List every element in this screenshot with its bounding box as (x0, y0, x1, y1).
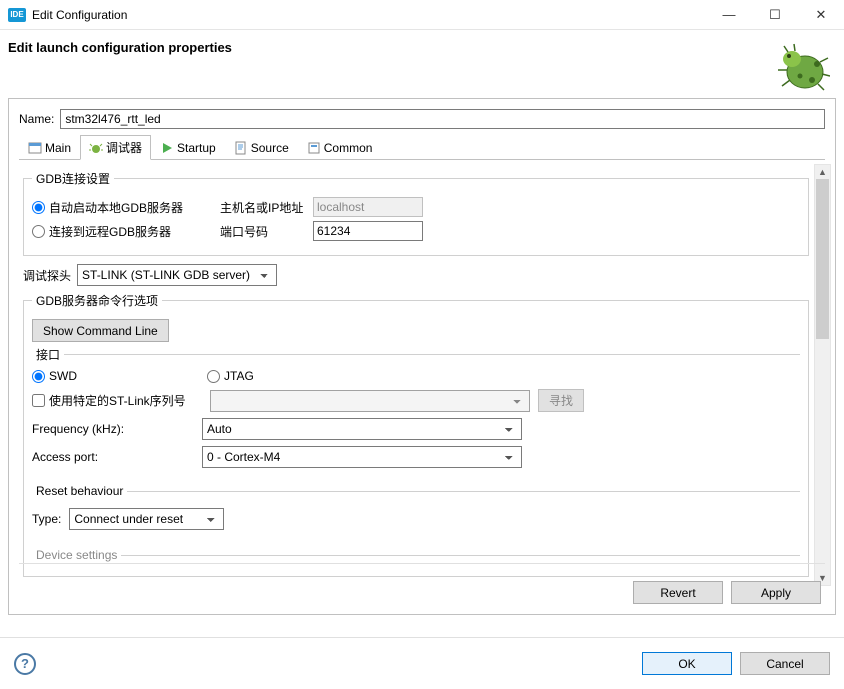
tab-source[interactable]: Source (225, 135, 298, 160)
serial-select (210, 390, 530, 412)
startup-tab-icon (160, 141, 174, 155)
reset-legend: Reset behaviour (32, 484, 127, 498)
scroll-up-icon[interactable]: ▲ (815, 165, 830, 179)
check-use-serial-input[interactable] (32, 394, 45, 407)
dialog-header: Edit launch configuration properties (0, 30, 844, 98)
frequency-select[interactable]: Auto (202, 418, 522, 440)
reset-type-select[interactable]: Connect under reset (69, 508, 224, 530)
interface-legend: 接口 (32, 346, 64, 363)
radio-auto-gdb-input[interactable] (32, 201, 45, 214)
app-icon: IDE (8, 8, 26, 22)
port-input[interactable] (313, 221, 423, 241)
cancel-button[interactable]: Cancel (740, 652, 830, 675)
reset-group: Reset behaviour Type: Connect under rese… (32, 484, 800, 542)
radio-auto-gdb[interactable]: 自动启动本地GDB服务器 (32, 199, 212, 216)
main-tab-icon (28, 141, 42, 155)
gdb-connection-group: GDB连接设置 自动启动本地GDB服务器 主机名或IP地址 连接到远程GDB服务… (23, 170, 809, 256)
tab-debugger[interactable]: 调试器 (80, 135, 151, 160)
window-title: Edit Configuration (32, 8, 706, 22)
interface-group: 接口 SWD JTAG 使用特 (32, 346, 800, 474)
radio-jtag[interactable]: JTAG (207, 369, 254, 383)
help-button[interactable]: ? (14, 653, 36, 675)
common-tab-icon (307, 141, 321, 155)
title-bar: IDE Edit Configuration — ☐ ✕ (0, 0, 844, 30)
radio-jtag-input[interactable] (207, 370, 220, 383)
bug-tab-icon (89, 141, 103, 155)
radio-remote-gdb[interactable]: 连接到远程GDB服务器 (32, 223, 212, 240)
port-label: 端口号码 (220, 223, 305, 240)
page-title: Edit launch configuration properties (8, 40, 232, 55)
revert-button[interactable]: Revert (633, 581, 723, 604)
tab-source-label: Source (251, 141, 289, 155)
content-frame: Name: Main 调试器 Startup Source Common GDB… (8, 98, 836, 615)
tab-main[interactable]: Main (19, 135, 80, 160)
minimize-button[interactable]: — (706, 0, 752, 30)
revert-apply-bar: Revert Apply (633, 581, 821, 604)
maximize-button[interactable]: ☐ (752, 0, 798, 30)
tab-common[interactable]: Common (298, 135, 382, 160)
tab-startup-label: Startup (177, 141, 216, 155)
tab-main-label: Main (45, 141, 71, 155)
tab-body: GDB连接设置 自动启动本地GDB服务器 主机名或IP地址 连接到远程GDB服务… (9, 160, 835, 590)
radio-remote-gdb-input[interactable] (32, 225, 45, 238)
bug-icon (770, 40, 830, 95)
frequency-label: Frequency (kHz): (32, 422, 202, 436)
tab-bar: Main 调试器 Startup Source Common (19, 135, 825, 160)
host-label: 主机名或IP地址 (220, 199, 305, 216)
name-input[interactable] (60, 109, 825, 129)
host-input (313, 197, 423, 217)
vertical-scrollbar[interactable]: ▲ ▼ (814, 164, 831, 586)
reset-type-label: Type: (32, 512, 61, 526)
scroll-area: GDB连接设置 自动启动本地GDB服务器 主机名或IP地址 连接到远程GDB服务… (19, 164, 813, 590)
separator (19, 563, 825, 564)
name-label: Name: (19, 112, 54, 126)
tab-common-label: Common (324, 141, 373, 155)
device-legend: Device settings (32, 548, 121, 562)
close-button[interactable]: ✕ (798, 0, 844, 30)
cli-options-legend: GDB服务器命令行选项 (32, 292, 162, 309)
probe-select[interactable]: ST-LINK (ST-LINK GDB server) (77, 264, 277, 286)
dialog-button-bar: ? OK Cancel (0, 637, 844, 689)
show-command-line-button[interactable]: Show Command Line (32, 319, 169, 342)
radio-swd[interactable]: SWD (32, 369, 77, 383)
tab-debugger-label: 调试器 (106, 139, 142, 156)
source-tab-icon (234, 141, 248, 155)
ok-button[interactable]: OK (642, 652, 732, 675)
access-port-select[interactable]: 0 - Cortex-M4 (202, 446, 522, 468)
access-port-label: Access port: (32, 450, 202, 464)
cli-options-group: GDB服务器命令行选项 Show Command Line 接口 SWD JTA… (23, 292, 809, 577)
apply-button[interactable]: Apply (731, 581, 821, 604)
radio-swd-input[interactable] (32, 370, 45, 383)
gdb-connection-legend: GDB连接设置 (32, 170, 114, 187)
find-button: 寻找 (538, 389, 584, 412)
scroll-thumb[interactable] (816, 179, 829, 339)
tab-startup[interactable]: Startup (151, 135, 225, 160)
probe-label: 调试探头 (23, 267, 71, 284)
check-use-serial[interactable]: 使用特定的ST-Link序列号 (32, 392, 202, 409)
